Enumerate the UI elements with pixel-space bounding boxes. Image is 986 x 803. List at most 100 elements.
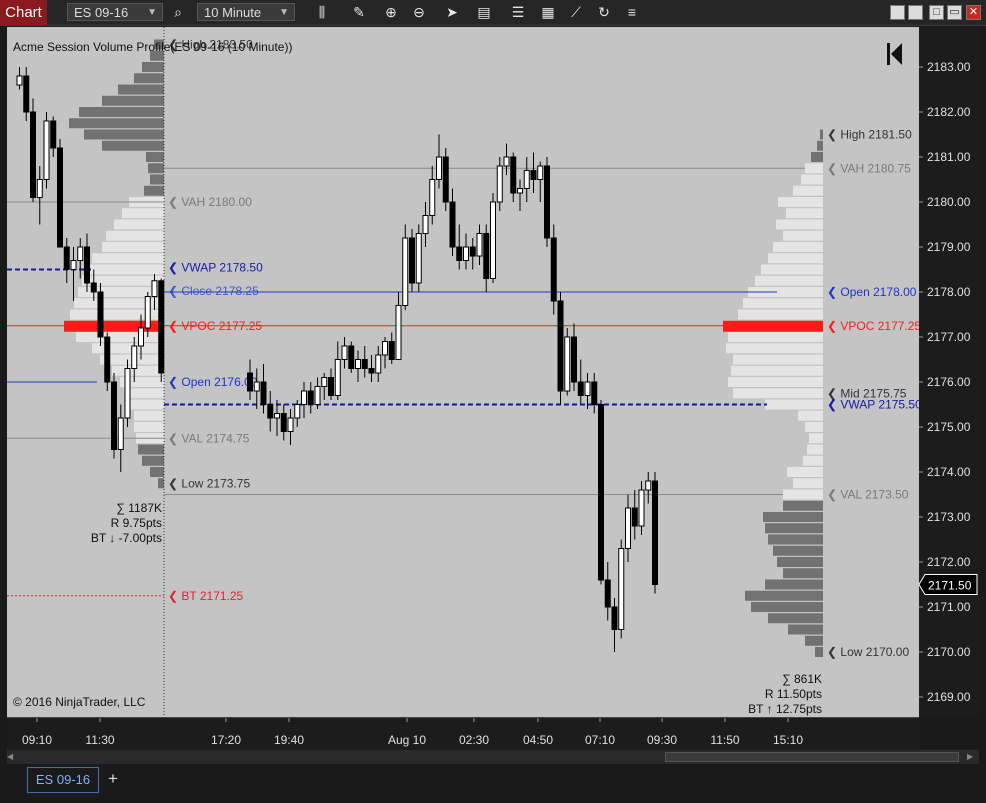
- candle-body: [382, 341, 388, 356]
- profile-bar-left: [74, 298, 164, 309]
- interval-selector[interactable]: 10 Minute ▼: [197, 3, 295, 21]
- profile-bar-left: [142, 62, 164, 72]
- time-tick-label: 09:30: [647, 733, 677, 747]
- price-line-label: ❮ VAH 2180.00: [168, 195, 252, 209]
- profile-bar-left: [78, 287, 164, 297]
- candle-body: [530, 170, 537, 180]
- price-line-label: ❮ VAL 2174.75: [168, 431, 250, 445]
- time-axis[interactable]: 09:10 11:30 17:20 19:40 Aug 10 02:30 04:50 07:1…: [7, 717, 919, 751]
- price-tick-label: 2178.00: [927, 285, 971, 299]
- profile-bar-left: [130, 399, 164, 410]
- price-tick-label: 2183.00: [927, 60, 971, 74]
- time-tick-label: 11:50: [710, 733, 739, 747]
- minimize-button[interactable]: [890, 5, 905, 20]
- candle-body: [395, 305, 402, 360]
- search-icon[interactable]: ⌕: [174, 4, 182, 20]
- maximize-button[interactable]: □: [929, 5, 944, 20]
- profile-bar-right: [809, 433, 823, 444]
- pointer-icon[interactable]: ➤: [446, 4, 458, 20]
- candle-body: [591, 381, 598, 405]
- price-tick-label: 2176.00: [927, 375, 971, 389]
- tab-es-09-16[interactable]: ES 09-16: [27, 767, 99, 793]
- profile-bar-right: [783, 230, 823, 241]
- data-box-icon[interactable]: ▤: [477, 4, 491, 20]
- properties-icon[interactable]: ☰: [511, 4, 525, 20]
- price-tick-label: 2173.00: [927, 510, 971, 524]
- chart-trader-icon[interactable]: ⟋: [571, 4, 581, 20]
- profile-bar-right: [783, 568, 823, 579]
- menu-icon[interactable]: ≡: [627, 4, 637, 20]
- profile-bar-right: [793, 185, 823, 196]
- close-button[interactable]: ✕: [966, 5, 981, 20]
- window-restore-button[interactable]: ▭: [947, 5, 962, 20]
- scrollbar-thumb[interactable]: [665, 752, 959, 762]
- profile-bar-right: [763, 512, 823, 522]
- profile-bar-right: [793, 478, 823, 489]
- current-price-marker: [918, 574, 978, 595]
- candle-body: [111, 381, 117, 450]
- price-tick-label: 2175.00: [927, 420, 971, 434]
- time-tick-label: 19:40: [274, 733, 304, 747]
- profile-bar-left: [150, 50, 164, 61]
- time-tick-label: 02:30: [459, 733, 489, 747]
- candle-body: [375, 354, 382, 374]
- profile-bar-right: [805, 422, 823, 432]
- profile-bar-left: [134, 73, 164, 84]
- profile-bar-right: [776, 219, 823, 230]
- add-tab-button[interactable]: +: [108, 769, 118, 788]
- candle-body: [314, 386, 321, 405]
- bar-style-icon[interactable]: ⫼: [318, 4, 326, 20]
- skip-to-start-icon[interactable]: [885, 42, 905, 68]
- profile-bar-left: [154, 39, 164, 50]
- copyright-text: © 2016 NinjaTrader, LLC: [13, 695, 146, 709]
- chart-panel[interactable]: ❮ High 2183.50 ❮ VAH 2180.00 ❮ VWAP 2178.5…: [7, 27, 922, 717]
- scroll-right-icon[interactable]: ▶: [967, 752, 974, 761]
- profile-bar-right: [798, 410, 823, 421]
- reload-icon[interactable]: ↻: [598, 4, 610, 20]
- price-line-label: ❮ Open 2178.00: [827, 285, 917, 299]
- profile-bar-left: [82, 275, 164, 286]
- pencil-icon[interactable]: ✎: [353, 4, 365, 20]
- right-profile-stat: ∑ 861K: [782, 672, 822, 686]
- candle-body: [571, 336, 577, 383]
- zoom-in-icon[interactable]: ⊕: [385, 4, 397, 20]
- instrument-selector[interactable]: ES 09-16 ▼: [67, 3, 163, 21]
- candle-body: [436, 156, 442, 180]
- candle-body: [287, 417, 294, 432]
- profile-bar-left: [126, 388, 164, 399]
- profile-bar-left: [158, 478, 164, 489]
- price-chart[interactable]: ❮ High 2183.50 ❮ VAH 2180.00 ❮ VWAP 2178.5…: [7, 27, 922, 717]
- left-profile-stat: BT ↓ -7.00pts: [91, 531, 162, 545]
- candle-body: [57, 147, 63, 248]
- candle-body: [294, 404, 301, 419]
- time-tick-label: 11:30: [85, 733, 114, 747]
- candle-body: [638, 489, 645, 527]
- candle-body: [429, 179, 436, 216]
- profile-bar-right: [728, 332, 823, 342]
- candle-body: [124, 368, 131, 419]
- profile-bar-left: [134, 410, 164, 421]
- profile-bar-left: [86, 264, 164, 275]
- candle-body: [652, 480, 658, 585]
- candle-body: [138, 327, 144, 347]
- candle-body: [267, 404, 274, 419]
- candle-body: [409, 237, 415, 284]
- zoom-out-icon[interactable]: ⊖: [413, 4, 425, 20]
- profile-bar-right: [801, 174, 823, 185]
- horizontal-scrollbar[interactable]: ◀ ▶: [7, 750, 979, 764]
- chevron-down-icon[interactable]: ▼: [147, 7, 157, 18]
- price-tick-label: 2181.00: [927, 150, 971, 164]
- chevron-down-icon[interactable]: ▼: [279, 7, 289, 18]
- scroll-left-icon[interactable]: ◀: [7, 752, 14, 761]
- candle-body: [43, 120, 50, 180]
- profile-bar-right: [805, 635, 823, 646]
- profile-bar-right: [765, 523, 823, 534]
- candle-body: [334, 359, 341, 396]
- restore-button[interactable]: [908, 5, 923, 20]
- price-tick-label: 2177.00: [927, 330, 971, 344]
- price-axis[interactable]: 2169.00 2170.00 2171.00 2172.00 2173.00 2174.…: [918, 27, 979, 717]
- strategies-icon[interactable]: ▦: [541, 4, 555, 20]
- profile-bar-left: [120, 377, 164, 387]
- toolbar: Chart ES 09-16 ▼ ⌕ 10 Minute ▼ ⫼ ✎ ⊕ ⊖ ➤ ▤…: [0, 0, 986, 26]
- profile-bar-right: [748, 287, 823, 297]
